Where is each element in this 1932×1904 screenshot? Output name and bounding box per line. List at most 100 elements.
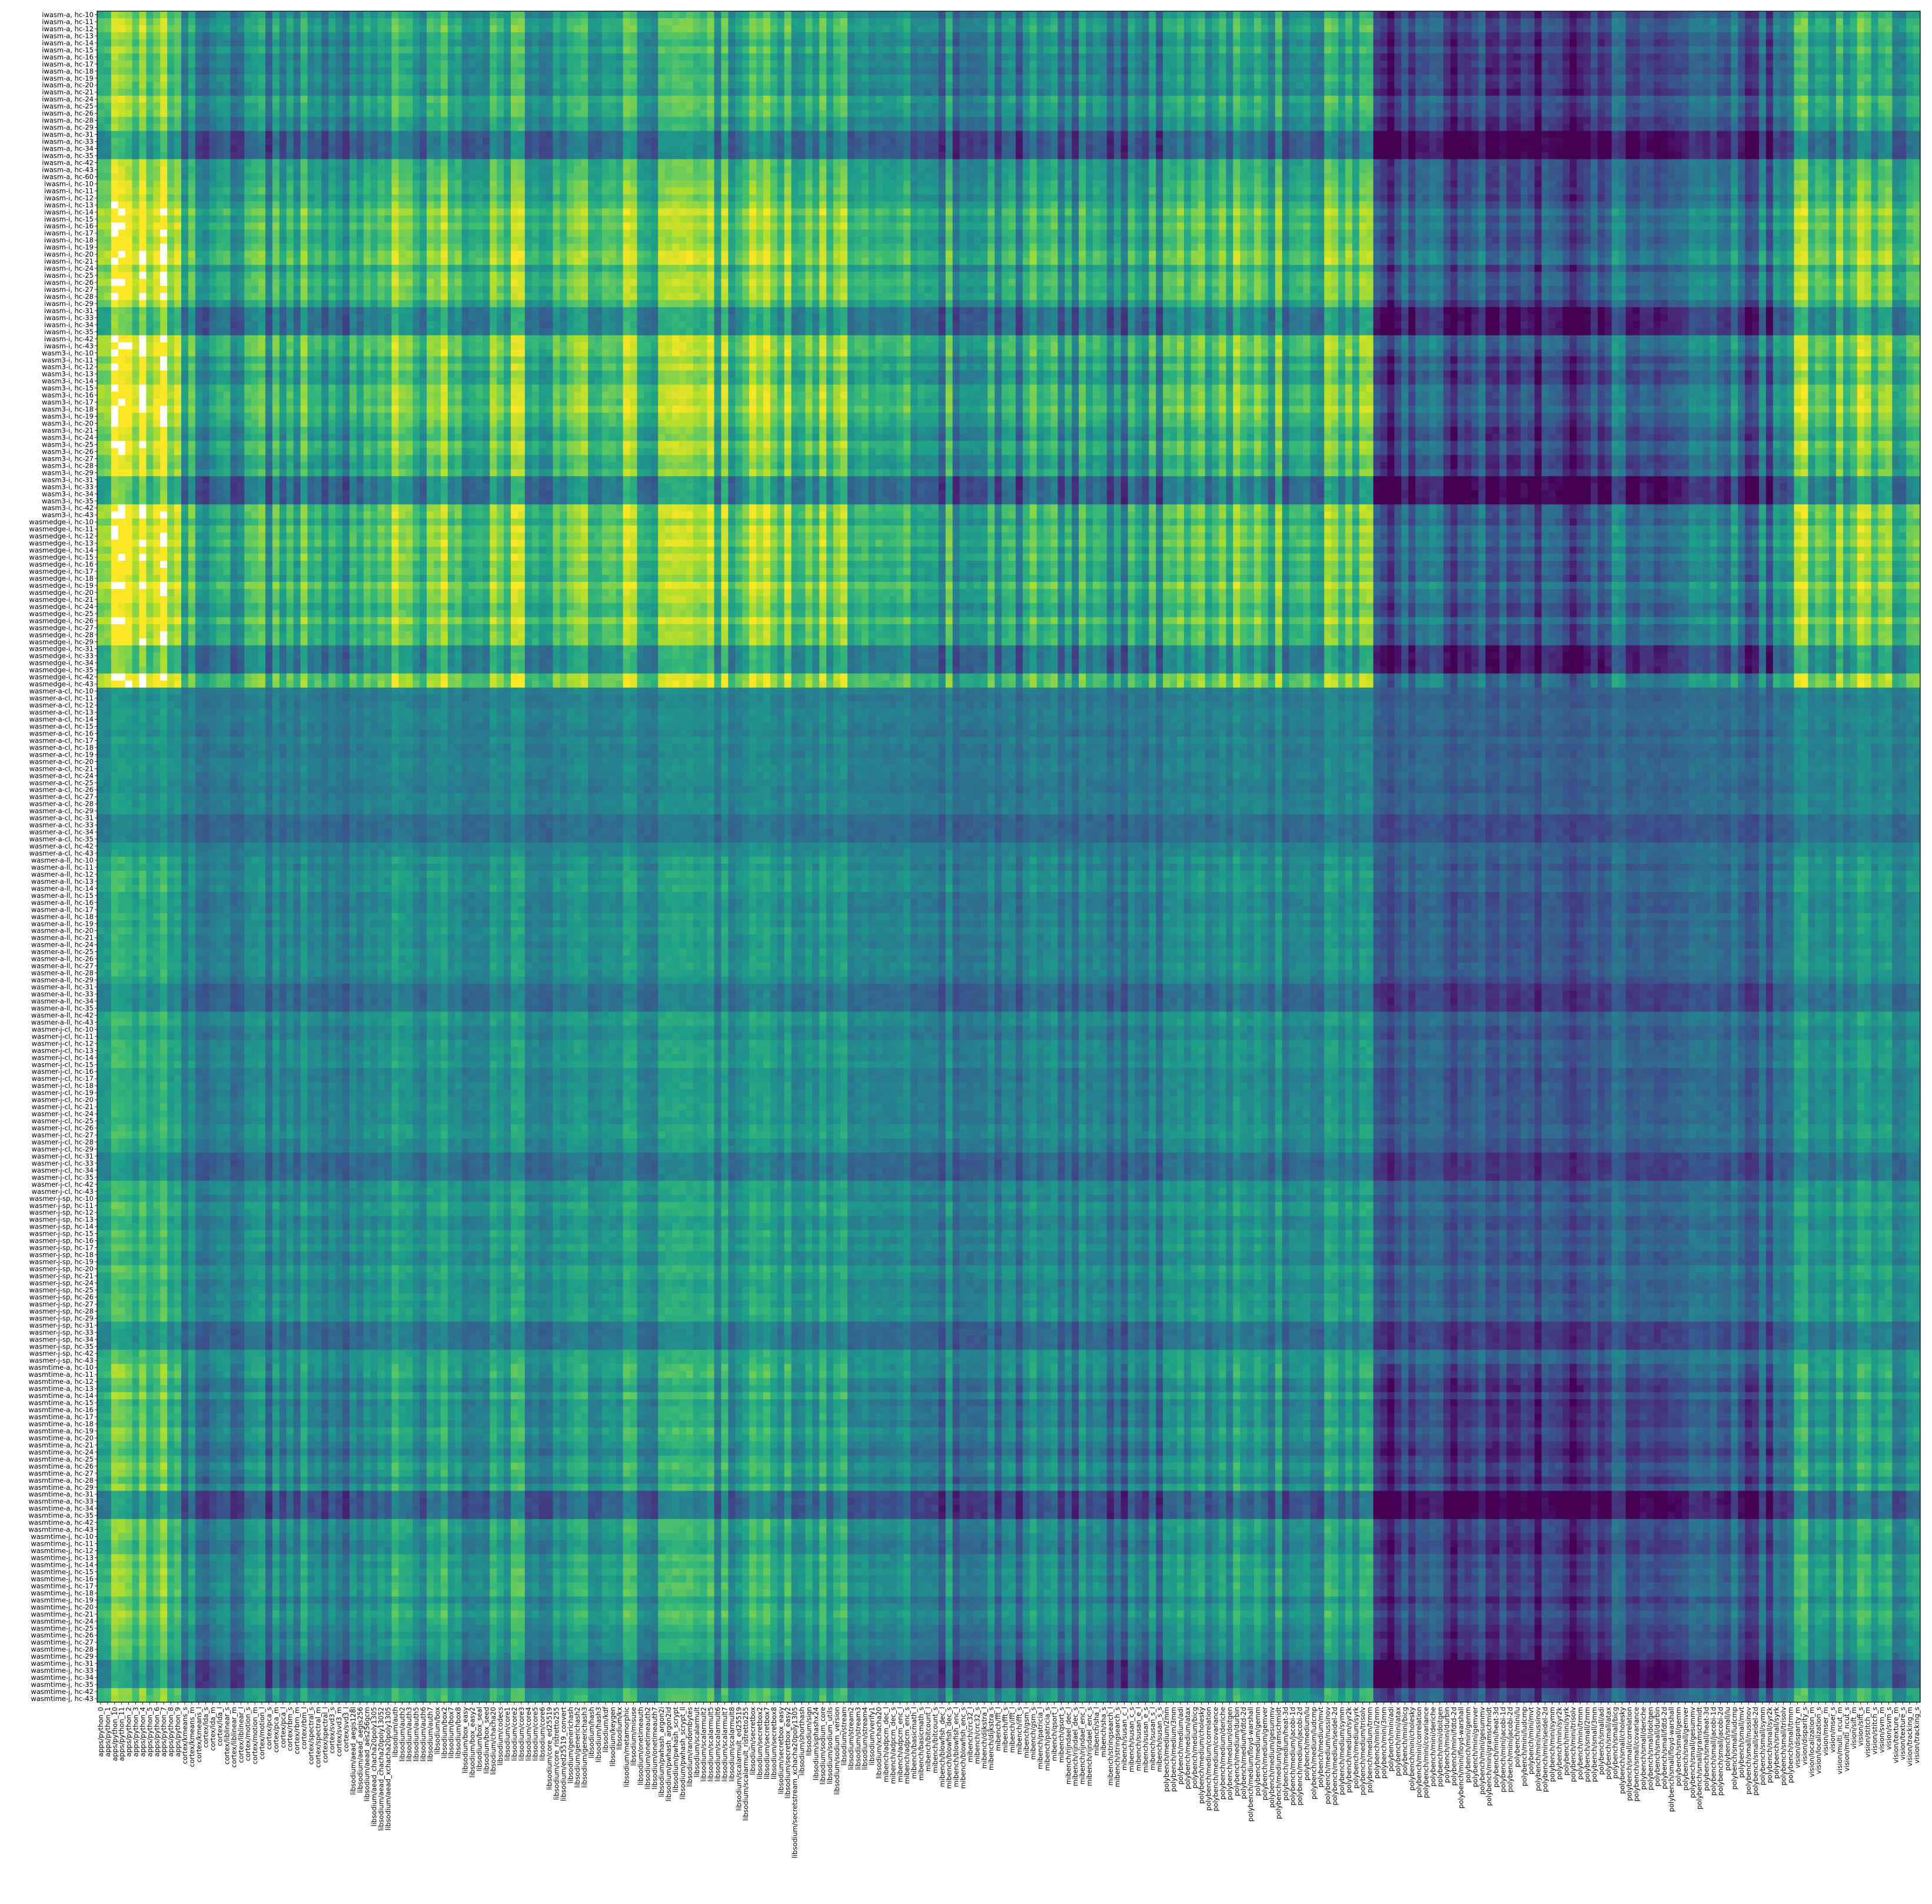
heatmap-cell (658, 18, 665, 25)
heatmap-cell (230, 75, 237, 82)
heatmap-cell (1815, 25, 1822, 32)
heatmap-cell (546, 61, 553, 68)
heatmap-cell (553, 75, 560, 82)
heatmap-cell (1528, 61, 1535, 68)
heatmap-cell (455, 75, 462, 82)
heatmap-cell (132, 82, 139, 89)
heatmap-cell (574, 18, 581, 25)
heatmap-cell (1598, 11, 1605, 18)
heatmap-cell (1808, 46, 1815, 54)
heatmap-cell (847, 68, 854, 75)
heatmap-cell (896, 54, 903, 61)
heatmap-cell (1422, 11, 1429, 18)
heatmap-cell (1465, 32, 1472, 39)
heatmap-cell (1499, 68, 1507, 75)
heatmap-cell (1675, 25, 1682, 32)
heatmap-cell (819, 25, 826, 32)
heatmap-cell (174, 46, 181, 54)
heatmap-cell (307, 11, 314, 18)
heatmap-cell (272, 18, 280, 25)
heatmap-cell (1401, 18, 1408, 25)
heatmap-cell (742, 68, 749, 75)
heatmap-cell (707, 68, 714, 75)
heatmap-cell (364, 39, 371, 46)
heatmap-cell (1808, 82, 1815, 89)
heatmap-cell (301, 32, 308, 39)
heatmap-cell (167, 89, 174, 96)
heatmap-cell (1247, 18, 1254, 25)
heatmap-cell (1387, 11, 1394, 18)
heatmap-cell (714, 46, 721, 54)
heatmap-cell (1429, 54, 1436, 61)
heatmap-cell (504, 54, 511, 61)
heatmap-cell (174, 18, 181, 25)
heatmap-cell (721, 61, 728, 68)
heatmap-cell (833, 89, 840, 96)
heatmap-cell (1050, 46, 1058, 54)
heatmap-cell (1170, 68, 1177, 75)
heatmap-cell (889, 39, 896, 46)
heatmap-cell (1023, 18, 1030, 25)
heatmap-cell (967, 32, 974, 39)
heatmap-cell (1640, 32, 1647, 39)
heatmap-cell (1282, 39, 1289, 46)
heatmap-cell (1492, 32, 1499, 39)
heatmap-cell (328, 68, 335, 75)
heatmap-cell (104, 89, 111, 96)
heatmap-cell (251, 54, 258, 61)
heatmap-cell (869, 89, 876, 96)
heatmap-cell (1548, 46, 1555, 54)
heatmap-cell (1521, 46, 1528, 54)
heatmap-cell (490, 61, 497, 68)
heatmap-cell (630, 61, 637, 68)
heatmap-cell (1002, 25, 1009, 32)
heatmap-cell (160, 46, 167, 54)
heatmap-cell (1451, 39, 1458, 46)
heatmap-cell (1191, 25, 1198, 32)
heatmap-cell (287, 89, 294, 96)
heatmap-cell (567, 46, 574, 54)
heatmap-cell (1899, 32, 1906, 39)
heatmap-cell (1808, 75, 1815, 82)
heatmap-cell (1899, 11, 1906, 18)
heatmap-cell (385, 75, 392, 82)
heatmap-cell (896, 89, 903, 96)
heatmap-cell (1906, 82, 1913, 89)
heatmap-cell (1562, 39, 1569, 46)
heatmap-cell (1121, 61, 1128, 68)
heatmap-cell (1303, 89, 1310, 96)
heatmap-cell (1773, 46, 1780, 54)
heatmap-cell (932, 89, 939, 96)
heatmap-cell (1471, 61, 1478, 68)
heatmap-cell (314, 75, 321, 82)
heatmap-cell (1731, 82, 1738, 89)
heatmap-cell (1717, 32, 1724, 39)
heatmap-cell (679, 54, 686, 61)
heatmap-cell (1142, 39, 1149, 46)
heatmap-cell (230, 61, 237, 68)
heatmap-cell (1037, 39, 1044, 46)
heatmap-cell (1724, 32, 1731, 39)
heatmap-cell (1626, 75, 1633, 82)
heatmap-cell (1808, 61, 1815, 68)
heatmap-cell (1499, 61, 1507, 68)
heatmap-cell (1086, 68, 1093, 75)
heatmap-cell (567, 82, 574, 89)
heatmap-cell (1787, 32, 1794, 39)
heatmap-cell (1647, 75, 1654, 82)
heatmap-cell (237, 54, 244, 61)
heatmap-cell (826, 75, 833, 82)
heatmap-cell (357, 32, 364, 39)
heatmap-cell (889, 82, 896, 89)
heatmap-cell (160, 82, 167, 89)
heatmap-cell (364, 82, 371, 89)
heatmap-cell (1093, 89, 1100, 96)
heatmap-cell (1906, 75, 1913, 82)
heatmap-cell (1275, 32, 1282, 39)
heatmap-cell (371, 61, 378, 68)
heatmap-cell (665, 11, 672, 18)
heatmap-cell (714, 11, 721, 18)
heatmap-cell (469, 89, 476, 96)
heatmap-cell (1822, 25, 1829, 32)
heatmap-cell (1345, 46, 1352, 54)
